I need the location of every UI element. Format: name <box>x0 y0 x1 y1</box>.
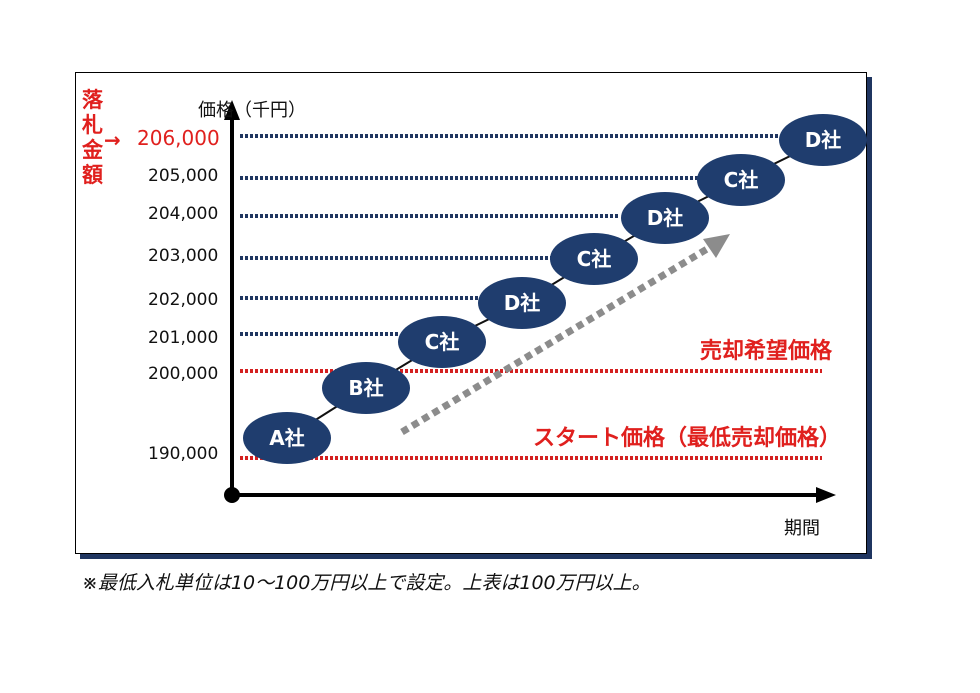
y-axis-arrowhead <box>224 100 240 120</box>
diagram-frame <box>75 72 867 554</box>
x-axis-title: 期間 <box>784 518 820 539</box>
trend-arrow-head <box>703 234 730 258</box>
bid-bubble <box>697 154 785 206</box>
bid-company-label: B社 <box>348 376 383 400</box>
bid-company-label: C社 <box>577 247 612 271</box>
winning-bid-arrow: → <box>104 128 121 152</box>
bid-bubble <box>398 316 486 368</box>
bid-company-label: C社 <box>724 168 759 192</box>
bid-bubble <box>478 277 566 329</box>
bid-company-label: A社 <box>269 426 304 450</box>
bid-bubble <box>621 192 709 244</box>
y-tick-label: 190,000 <box>148 444 219 464</box>
x-axis-arrowhead <box>816 487 836 503</box>
y-tick-label: 205,000 <box>148 166 219 186</box>
bid-bubble <box>779 114 867 166</box>
bid-company-label: D社 <box>504 291 541 315</box>
y-tick-label: 200,000 <box>148 364 219 384</box>
winning-bid-value: 206,000 <box>137 126 220 150</box>
bid-company-label: C社 <box>425 330 460 354</box>
y-tick-label: 203,000 <box>148 246 219 266</box>
bid-company-label: D社 <box>805 128 842 152</box>
footnote: ※最低入札単位は10～100万円以上で設定。上表は100万円以上。 <box>82 572 651 594</box>
bid-bubble <box>322 362 410 414</box>
winning-bid-label: 落札金額 <box>82 88 106 188</box>
bid-company-label: D社 <box>647 206 684 230</box>
y-tick-label: 201,000 <box>148 328 219 348</box>
bid-bubble <box>550 233 638 285</box>
bid-bubble <box>243 412 331 464</box>
y-tick-label: 202,000 <box>148 290 219 310</box>
desired-sale-price-label: 売却希望価格 <box>700 339 833 364</box>
trend-arrow-line <box>400 242 714 436</box>
y-axis-title: 価格（千円） <box>198 100 306 121</box>
winning-bid-label-text: 落札金額 <box>82 88 103 187</box>
origin-dot <box>224 487 240 503</box>
bid-bubbles: A社 B社 C社 D社 C社 D社 C社 D社 <box>243 114 867 464</box>
start-price-label: スタート価格（最低売却価格） <box>533 426 842 451</box>
y-tick-label: 204,000 <box>148 204 219 224</box>
